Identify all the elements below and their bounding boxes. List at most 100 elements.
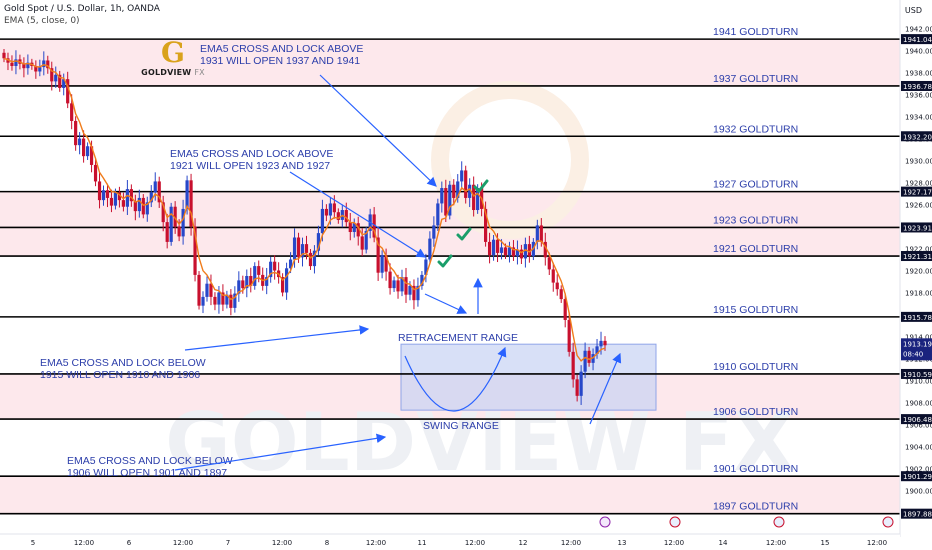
candle-body[interactable]: [14, 59, 18, 66]
candle-body[interactable]: [563, 299, 567, 320]
candle-body[interactable]: [491, 239, 496, 256]
us-flag-event-icon[interactable]: [882, 516, 894, 528]
candle-body[interactable]: [404, 277, 408, 295]
candle-body[interactable]: [281, 277, 285, 293]
candle-body[interactable]: [308, 252, 313, 267]
candle-body[interactable]: [284, 268, 289, 293]
candle-body[interactable]: [201, 296, 205, 306]
candle-body[interactable]: [193, 226, 197, 275]
candle-body[interactable]: [420, 274, 424, 286]
candle-body[interactable]: [189, 180, 193, 227]
swing-range-box[interactable]: [400, 343, 657, 411]
candle-body[interactable]: [70, 103, 74, 121]
candle-body[interactable]: [10, 62, 14, 66]
candle-body[interactable]: [396, 280, 400, 292]
candle-body[interactable]: [436, 203, 440, 226]
candle-body[interactable]: [26, 62, 30, 69]
candle-body[interactable]: [583, 350, 587, 372]
candle-body[interactable]: [149, 192, 153, 203]
candle-body[interactable]: [38, 67, 42, 72]
lightning-event-icon[interactable]: [599, 516, 611, 528]
candle-body[interactable]: [412, 285, 416, 301]
candle-body[interactable]: [85, 146, 90, 157]
candle-body[interactable]: [89, 146, 94, 165]
candle-body[interactable]: [591, 354, 595, 363]
candle-body[interactable]: [46, 60, 50, 69]
candle-body[interactable]: [547, 257, 551, 270]
candle-body[interactable]: [575, 379, 579, 396]
candle-body[interactable]: [42, 60, 46, 68]
candle-body[interactable]: [348, 222, 352, 233]
candle-body[interactable]: [197, 274, 201, 306]
candle-body[interactable]: [388, 271, 392, 289]
candle-body[interactable]: [229, 294, 233, 308]
candle-body[interactable]: [428, 238, 432, 260]
candle-body[interactable]: [424, 259, 428, 275]
candle-body[interactable]: [460, 170, 464, 182]
candle-body[interactable]: [511, 247, 516, 257]
candle-body[interactable]: [2, 52, 6, 59]
candle-body[interactable]: [328, 203, 332, 216]
candle-body[interactable]: [444, 188, 448, 216]
candle-body[interactable]: [117, 192, 122, 201]
candle-body[interactable]: [304, 244, 309, 253]
candle-body[interactable]: [145, 202, 149, 215]
candle-body[interactable]: [587, 350, 591, 363]
candle-body[interactable]: [153, 181, 157, 193]
candle-body[interactable]: [603, 340, 607, 346]
candle-body[interactable]: [559, 289, 563, 300]
candle-body[interactable]: [129, 189, 133, 202]
candle-body[interactable]: [472, 184, 476, 211]
candle-body[interactable]: [356, 223, 360, 237]
candle-body[interactable]: [253, 266, 257, 286]
candle-body[interactable]: [476, 188, 480, 211]
candle-body[interactable]: [527, 244, 531, 257]
candle-body[interactable]: [185, 180, 189, 209]
candle-body[interactable]: [551, 269, 555, 283]
candle-body[interactable]: [221, 292, 225, 305]
candle-body[interactable]: [499, 247, 504, 253]
candle-body[interactable]: [133, 201, 137, 212]
candle-body[interactable]: [93, 164, 98, 182]
candle-body[interactable]: [344, 210, 348, 223]
candle-body[interactable]: [440, 188, 444, 204]
candle-body[interactable]: [336, 212, 340, 220]
candle-body[interactable]: [217, 292, 221, 305]
candle-body[interactable]: [408, 285, 412, 295]
candle-body[interactable]: [380, 255, 384, 273]
candle-body[interactable]: [456, 181, 460, 198]
candle-body[interactable]: [245, 275, 249, 289]
candle-body[interactable]: [376, 237, 380, 273]
candle-body[interactable]: [400, 277, 404, 292]
candle-body[interactable]: [141, 197, 145, 215]
candle-body[interactable]: [320, 208, 325, 234]
candle-body[interactable]: [22, 63, 26, 69]
candle-body[interactable]: [364, 230, 368, 250]
candle-body[interactable]: [312, 250, 317, 267]
candle-body[interactable]: [360, 236, 364, 250]
candle-body[interactable]: [579, 371, 583, 396]
candle-body[interactable]: [58, 74, 62, 88]
candle-body[interactable]: [125, 189, 129, 207]
candle-body[interactable]: [181, 208, 185, 237]
candle-body[interactable]: [296, 237, 301, 258]
candle-body[interactable]: [54, 74, 58, 82]
candle-body[interactable]: [97, 181, 102, 201]
candle-body[interactable]: [257, 266, 261, 275]
candle-body[interactable]: [487, 241, 492, 256]
candle-body[interactable]: [292, 237, 297, 260]
candle-body[interactable]: [483, 208, 488, 242]
us-flag-event-icon[interactable]: [773, 516, 785, 528]
candle-body[interactable]: [269, 261, 273, 278]
indicator-legend[interactable]: EMA (5, close, 0): [4, 16, 80, 26]
candle-body[interactable]: [555, 282, 559, 290]
candle-body[interactable]: [464, 170, 468, 198]
candle-body[interactable]: [539, 225, 543, 242]
candle-body[interactable]: [599, 340, 603, 347]
candle-body[interactable]: [213, 296, 217, 305]
candle-body[interactable]: [177, 226, 181, 237]
candle-body[interactable]: [432, 225, 436, 239]
candle-body[interactable]: [265, 277, 269, 286]
candle-body[interactable]: [452, 184, 456, 198]
